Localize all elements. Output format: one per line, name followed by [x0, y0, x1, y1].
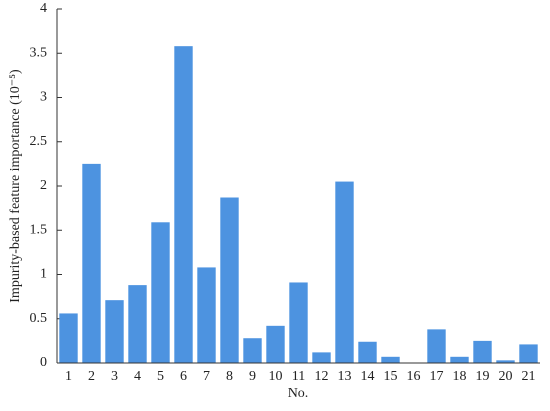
x-tick-label: 14	[361, 369, 375, 384]
y-tick-label: 3.5	[30, 45, 48, 60]
x-tick-label: 7	[203, 369, 210, 384]
bar	[473, 340, 492, 363]
x-tick-label: 5	[157, 369, 164, 384]
y-axis-label: Impurity-based feature importance (10⁻⁵)	[8, 69, 23, 303]
x-tick-label: 10	[269, 369, 283, 384]
y-tick-label: 0.5	[30, 311, 48, 326]
bar	[450, 356, 469, 363]
x-tick-label: 9	[249, 369, 256, 384]
x-axis-label: No.	[288, 386, 309, 401]
x-tick-label: 15	[384, 369, 398, 384]
y-tick-label: 1.5	[30, 222, 48, 237]
y-tick-label: 3	[40, 90, 47, 105]
y-tick-label: 4	[40, 1, 47, 16]
bar	[243, 338, 262, 363]
x-tick-label: 11	[292, 369, 305, 384]
bar	[59, 313, 78, 363]
bar	[381, 356, 400, 363]
bar	[289, 282, 308, 363]
x-tick-label: 8	[226, 369, 233, 384]
y-tick-label: 1	[40, 267, 47, 282]
y-tick-label: 2	[40, 178, 47, 193]
bar	[266, 325, 285, 363]
bar	[335, 181, 354, 363]
x-tick-label: 13	[338, 369, 352, 384]
x-tick-label: 6	[180, 369, 187, 384]
bar	[174, 46, 193, 364]
bar	[105, 300, 124, 363]
x-tick-label: 2	[88, 369, 95, 384]
x-tick-label: 20	[499, 369, 513, 384]
x-tick-label: 21	[522, 369, 536, 384]
bar	[151, 222, 170, 363]
y-tick-label: 0	[40, 355, 47, 370]
bar	[197, 267, 216, 363]
bar	[312, 352, 331, 363]
x-tick-label: 4	[134, 369, 141, 384]
x-tick-label: 1	[65, 369, 72, 384]
x-tick-label: 3	[111, 369, 118, 384]
bar	[358, 341, 377, 363]
bar	[427, 329, 446, 363]
x-tick-label: 16	[407, 369, 421, 384]
x-tick-label: 12	[315, 369, 329, 384]
bar	[82, 163, 101, 363]
y-tick-label: 2.5	[30, 134, 48, 149]
bar	[220, 197, 239, 363]
x-tick-label: 17	[430, 369, 444, 384]
bar	[519, 344, 538, 363]
x-tick-label: 18	[453, 369, 467, 384]
x-tick-label: 19	[476, 369, 490, 384]
bar	[128, 285, 147, 363]
bar	[496, 360, 515, 363]
